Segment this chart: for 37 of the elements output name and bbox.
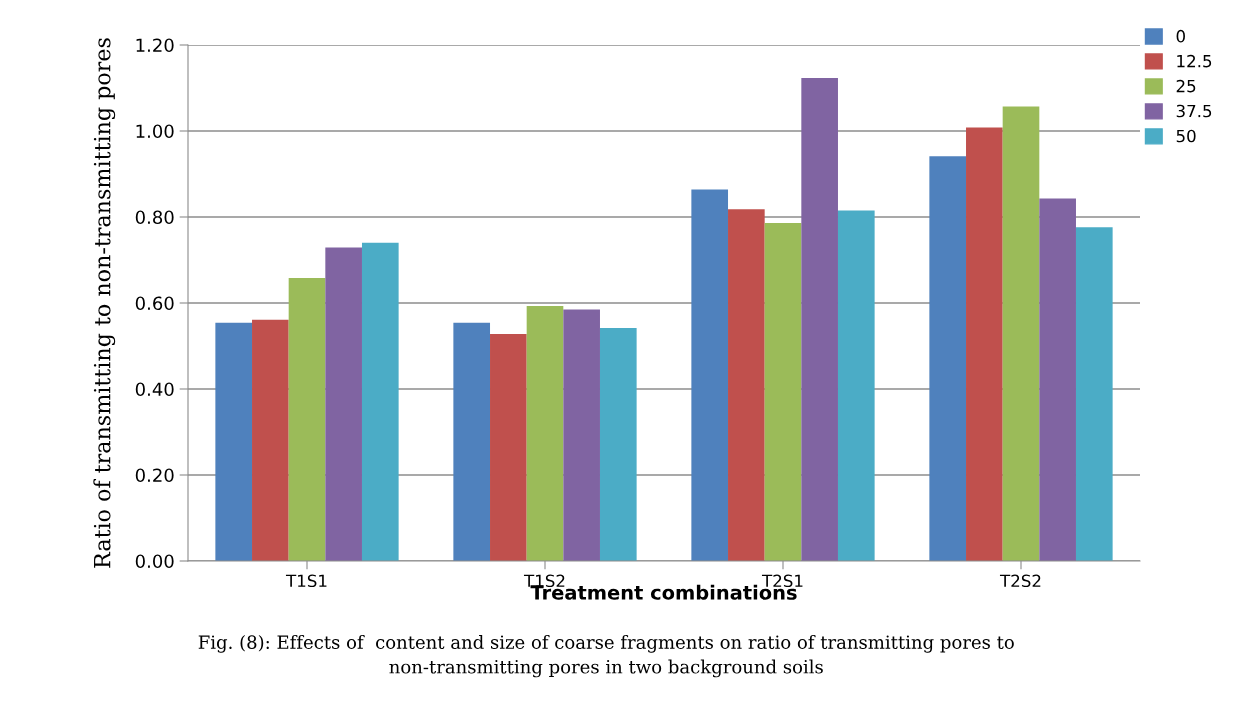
bar <box>252 319 289 561</box>
bar <box>1075 227 1113 561</box>
y-tick-label: 0.60 <box>135 296 174 311</box>
bar <box>361 242 399 561</box>
y-axis-title: Ratio of transmitting to non-transmitting pores <box>93 38 116 568</box>
bar <box>1039 198 1076 561</box>
bar <box>526 306 564 561</box>
bar <box>325 247 362 561</box>
x-tick-label: T1S1 <box>285 574 327 588</box>
legend-label: 50 <box>1176 129 1196 143</box>
y-tick-label: 0.40 <box>135 382 174 397</box>
bar <box>801 78 838 561</box>
legend-label: 12.5 <box>1177 54 1212 68</box>
legend-label: 25 <box>1176 79 1196 93</box>
y-tick-label: 1.00 <box>136 124 174 139</box>
bar <box>288 278 326 561</box>
bar <box>563 309 600 561</box>
legend-label: 0 <box>1176 29 1185 43</box>
bar <box>215 322 253 561</box>
bar <box>966 127 1003 561</box>
y-tick-label: 0.00 <box>135 554 174 569</box>
bar <box>691 189 729 561</box>
text: Fig. (8): Effects of content and size of coarse fragments on ratio of transmitting pores to non-transmitting pores in two background soils <box>198 635 1014 678</box>
bar <box>490 333 527 561</box>
y-tick-label: 0.80 <box>135 210 174 225</box>
x-tick-label: T2S2 <box>999 574 1041 588</box>
bar <box>599 327 637 561</box>
bar <box>764 223 802 561</box>
bar <box>728 209 765 561</box>
bar <box>1002 106 1040 561</box>
bar <box>929 156 967 561</box>
y-tick-label: 0.20 <box>135 468 174 483</box>
legend-label: 37.5 <box>1176 104 1212 118</box>
x-tick-label: T1S2 <box>523 574 565 588</box>
bar <box>837 210 875 561</box>
y-tick-label: 1.20 <box>136 38 174 53</box>
bar <box>453 322 491 561</box>
